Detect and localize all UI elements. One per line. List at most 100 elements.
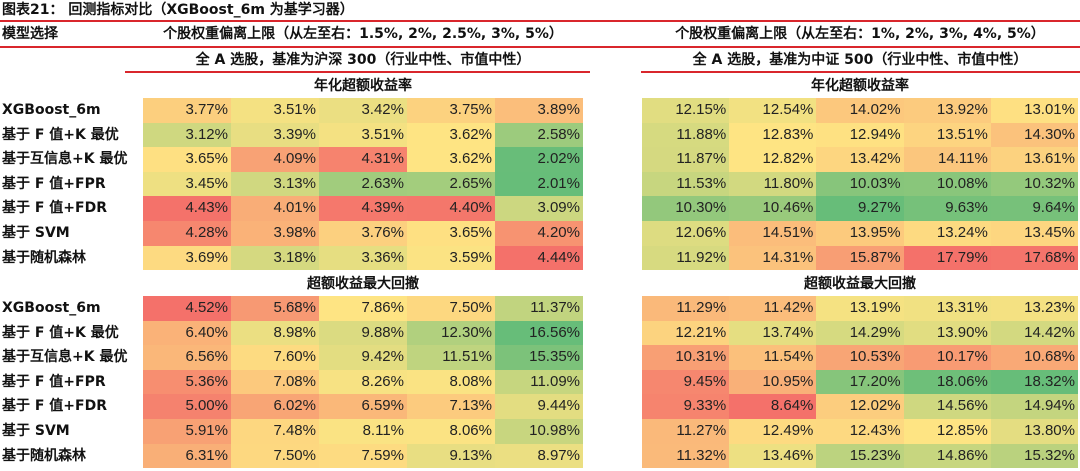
heatmap-cell: 17.20%: [816, 369, 904, 395]
left-header: 个股权重偏离上限（从左至右：1.5%, 2%, 2.5%, 3%, 5%）: [163, 26, 563, 42]
heatmap-cell: 4.39%: [319, 196, 407, 221]
heatmap-cell: 12.94%: [816, 122, 904, 148]
heatmap-cell: 3.62%: [407, 147, 495, 172]
heatmap-cell: 12.06%: [642, 220, 730, 246]
heatmap-cell: 8.08%: [407, 369, 495, 395]
heatmap-cell: 13.45%: [990, 220, 1078, 246]
model-label: 基于 F 值+FPR: [2, 175, 106, 192]
heatmap-cell: 11.92%: [642, 245, 730, 271]
heatmap-cell: 10.68%: [990, 345, 1078, 370]
heatmap-cell: 3.42%: [319, 98, 407, 123]
heatmap-cell: 4.20%: [495, 220, 583, 246]
section-title-right: 年化超额收益率: [811, 78, 909, 94]
heatmap-cell: 3.98%: [231, 220, 319, 246]
heatmap-cell: 15.23%: [816, 443, 904, 469]
heatmap-cell: 12.82%: [729, 147, 817, 172]
heatmap-cell: 13.51%: [903, 122, 991, 148]
heatmap-cell: 11.53%: [642, 171, 730, 197]
model-label: 基于随机森林: [2, 249, 86, 266]
model-label: 基于随机森林: [2, 447, 86, 464]
heatmap-cell: 13.95%: [816, 220, 904, 246]
heatmap-cell: 2.63%: [319, 171, 407, 197]
heatmap-cell: 7.50%: [231, 443, 319, 469]
heatmap-cell: 9.33%: [642, 394, 730, 419]
heatmap-cell: 3.69%: [143, 245, 231, 271]
heatmap-cell: 11.51%: [407, 345, 495, 370]
heatmap-cell: 7.48%: [231, 418, 319, 444]
heatmap-cell: 14.56%: [903, 394, 991, 419]
heatmap-cell: 13.90%: [903, 320, 991, 346]
heatmap-cell: 5.91%: [143, 418, 231, 444]
heatmap-cell: 2.65%: [407, 171, 495, 197]
heatmap-cell: 6.56%: [143, 345, 231, 370]
heatmap-cell: 9.13%: [407, 443, 495, 469]
heatmap-cell: 14.31%: [729, 245, 817, 271]
heatmap-cell: 11.32%: [642, 443, 730, 469]
heatmap-cell: 6.02%: [231, 394, 319, 419]
heatmap-cell: 13.24%: [903, 220, 991, 246]
heatmap-cell: 4.44%: [495, 245, 583, 271]
heatmap-cell: 13.74%: [729, 320, 817, 346]
right-subheader: 全 A 选股，基准为中证 500（行业中性、市值中性）: [692, 52, 1028, 68]
heatmap-cell: 10.03%: [816, 171, 904, 197]
heatmap-cell: 14.51%: [729, 220, 817, 246]
heatmap-cell: 2.02%: [495, 147, 583, 172]
heatmap-cell: 11.87%: [642, 147, 730, 172]
right-subheader-rule: [641, 71, 1080, 73]
heatmap-cell: 9.88%: [319, 320, 407, 346]
top-rule: [0, 20, 1080, 22]
left-subheader: 全 A 选股，基准为沪深 300（行业中性、市值中性）: [195, 52, 531, 68]
heatmap-cell: 3.89%: [495, 98, 583, 123]
heatmap-cell: 3.18%: [231, 245, 319, 271]
heatmap-cell: 17.79%: [903, 245, 991, 271]
heatmap-grid-right: 12.15% 12.54% 14.02% 13.92% 13.01% 11.88% 12.8…: [642, 98, 1078, 271]
heatmap-cell: 13.31%: [903, 296, 991, 321]
heatmap-cell: 13.46%: [729, 443, 817, 469]
heatmap-cell: 12.15%: [642, 98, 730, 123]
right-header: 个股权重偏离上限（从左至右：1%, 2%, 3%, 4%, 5%）: [675, 26, 1045, 42]
heatmap-cell: 9.44%: [495, 394, 583, 419]
heatmap-cell: 10.30%: [642, 196, 730, 221]
heatmap-cell: 13.19%: [816, 296, 904, 321]
model-label: 基于互信息+K 最优: [2, 349, 128, 366]
model-header: 模型选择: [2, 26, 58, 42]
model-label: 基于 F 值+K 最优: [2, 126, 119, 143]
model-label: XGBoost_6m: [2, 102, 101, 118]
heatmap-cell: 3.09%: [495, 196, 583, 221]
heatmap-cell: 8.98%: [231, 320, 319, 346]
heatmap-cell: 11.88%: [642, 122, 730, 148]
heatmap-cell: 9.27%: [816, 196, 904, 221]
heatmap-cell: 10.31%: [642, 345, 730, 370]
heatmap-cell: 13.42%: [816, 147, 904, 172]
heatmap-cell: 10.08%: [903, 171, 991, 197]
model-label: 基于 SVM: [2, 225, 70, 241]
heatmap-cell: 4.01%: [231, 196, 319, 221]
heatmap-cell: 11.09%: [495, 369, 583, 395]
heatmap-cell: 17.68%: [990, 245, 1078, 271]
heatmap-cell: 12.49%: [729, 418, 817, 444]
heatmap-cell: 13.61%: [990, 147, 1078, 172]
heatmap-cell: 11.42%: [729, 296, 817, 321]
heatmap-cell: 7.59%: [319, 443, 407, 469]
figure-title: 图表21： 回测指标对比（XGBoost_6m 为基学习器）: [2, 2, 354, 18]
heatmap-cell: 18.32%: [990, 369, 1078, 395]
heatmap-cell: 8.11%: [319, 418, 407, 444]
heatmap-cell: 7.86%: [319, 296, 407, 321]
model-label: 基于 F 值+FPR: [2, 373, 106, 390]
heatmap-cell: 2.58%: [495, 122, 583, 148]
header-rule: [0, 46, 1080, 48]
heatmap-cell: 4.40%: [407, 196, 495, 221]
heatmap-cell: 16.56%: [495, 320, 583, 346]
heatmap-grid-right: 11.29% 11.42% 13.19% 13.31% 13.23% 12.21% 13.7…: [642, 296, 1078, 469]
heatmap-cell: 14.94%: [990, 394, 1078, 419]
left-subheader-rule: [125, 71, 590, 73]
heatmap-cell: 14.86%: [903, 443, 991, 469]
heatmap-cell: 12.21%: [642, 320, 730, 346]
heatmap-cell: 11.80%: [729, 171, 817, 197]
heatmap-cell: 14.30%: [990, 122, 1078, 148]
heatmap-cell: 3.77%: [143, 98, 231, 123]
heatmap-cell: 3.62%: [407, 122, 495, 148]
section-title-left: 年化超额收益率: [314, 78, 412, 94]
heatmap-cell: 8.97%: [495, 443, 583, 469]
heatmap-cell: 10.98%: [495, 418, 583, 444]
